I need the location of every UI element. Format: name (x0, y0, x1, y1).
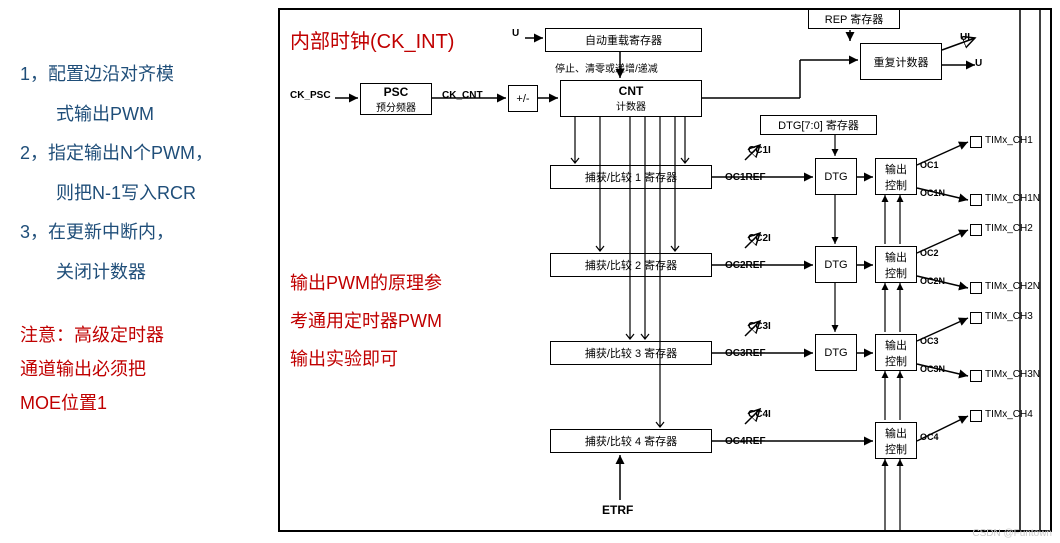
stop-label: 停止、清零或递增/递减 (555, 60, 658, 75)
psc-main: PSC (384, 85, 409, 99)
pm-label: +/- (516, 93, 529, 105)
oc1ref-label: OC1REF (725, 172, 766, 183)
cnt-box: CNT 计数器 (560, 80, 702, 117)
outctrl1-label: 输出 控制 (885, 161, 907, 193)
pin-ch3 (970, 312, 982, 324)
dtg2-box: DTG (815, 246, 857, 283)
arr-label: 自动重载寄存器 (585, 32, 662, 48)
ccr1-label: 捕获/比较 1 寄存器 (585, 169, 677, 185)
oc2-label: OC2 (920, 248, 939, 258)
pin-ch3n (970, 370, 982, 382)
pin-ch1n-label: TIMx_CH1N (985, 193, 1040, 204)
rep-cnt-label: 重复计数器 (874, 54, 929, 70)
note1-line1: 1，配置边沿对齐模 (20, 55, 260, 95)
ui-label: UI (960, 32, 970, 43)
ck-psc-label: CK_PSC (290, 90, 331, 101)
cnt-main: CNT (619, 84, 644, 98)
u-top-label: U (512, 28, 519, 39)
dtg-reg-box: DTG[7:0] 寄存器 (760, 115, 877, 135)
ccr1-box: 捕获/比较 1 寄存器 (550, 165, 712, 189)
pm-box: +/- (508, 85, 538, 112)
outctrl3-box: 输出 控制 (875, 334, 917, 371)
rep-label: REP 寄存器 (825, 11, 883, 27)
mid-l1: 输出PWM的原理参 (290, 265, 490, 303)
pin-ch1-label: TIMx_CH1 (985, 135, 1033, 146)
outctrl4-label: 输出 控制 (885, 425, 907, 457)
pin-ch3-label: TIMx_CH3 (985, 311, 1033, 322)
ck-cnt-label: CK_CNT (442, 90, 483, 101)
dtg2-label: DTG (824, 259, 847, 271)
cc2i-label: CC2I (748, 233, 771, 244)
mid-l2: 考通用定时器PWM (290, 303, 490, 341)
outctrl3-label: 输出 控制 (885, 337, 907, 369)
outctrl1-box: 输出 控制 (875, 158, 917, 195)
note2-line1b: 则把N-1写入RCR (20, 174, 260, 214)
ccr2-box: 捕获/比较 2 寄存器 (550, 253, 712, 277)
oc4-label: OC4 (920, 432, 939, 442)
psc-box: PSC 预分频器 (360, 83, 432, 115)
oc3ref-label: OC3REF (725, 348, 766, 359)
oc3-label: OC3 (920, 336, 939, 346)
oc1n-label: OC1N (920, 188, 945, 198)
arr-box: 自动重载寄存器 (545, 28, 702, 52)
note2-line1: 2，指定输出N个PWM， (20, 134, 260, 174)
rep-box: REP 寄存器 (808, 10, 900, 29)
ccr2-label: 捕获/比较 2 寄存器 (585, 257, 677, 273)
pin-ch3n-label: TIMx_CH3N (985, 369, 1040, 380)
etrf-label: ETRF (602, 503, 633, 517)
oc4ref-label: OC4REF (725, 436, 766, 447)
pin-ch2n (970, 282, 982, 294)
warning-note: 注意：高级定时器 通道输出必须把 MOE位置1 (20, 318, 260, 421)
pin-ch2-label: TIMx_CH2 (985, 223, 1033, 234)
note-blue: 1，配置边沿对齐模 式输出PWM 2，指定输出N个PWM， 则把N-1写入RCR… (20, 55, 260, 293)
ccr4-label: 捕获/比较 4 寄存器 (585, 433, 677, 449)
left-notes-panel: 1，配置边沿对齐模 式输出PWM 2，指定输出N个PWM， 则把N-1写入RCR… (20, 55, 260, 420)
pin-ch4-label: TIMx_CH4 (985, 409, 1033, 420)
outctrl2-label: 输出 控制 (885, 249, 907, 281)
dtg1-box: DTG (815, 158, 857, 195)
outctrl4-box: 输出 控制 (875, 422, 917, 459)
ccr3-box: 捕获/比较 3 寄存器 (550, 341, 712, 365)
cc3i-label: CC3I (748, 321, 771, 332)
title-ck-int: 内部时钟(CK_INT) (290, 25, 454, 54)
diagram-frame: 内部时钟(CK_INT) 输出PWM的原理参 考通用定时器PWM 输出实验即可 … (278, 8, 1052, 532)
pin-ch4 (970, 410, 982, 422)
watermark: CSDN @Funtown (972, 528, 1052, 539)
note3-line1: 3，在更新中断内， (20, 213, 260, 253)
ccr3-label: 捕获/比较 3 寄存器 (585, 345, 677, 361)
pin-ch1n (970, 194, 982, 206)
dtg-reg-label: DTG[7:0] 寄存器 (778, 117, 859, 133)
rep-cnt-box: 重复计数器 (860, 43, 942, 80)
u-right-label: U (975, 58, 982, 69)
dtg1-label: DTG (824, 171, 847, 183)
oc1-label: OC1 (920, 160, 939, 170)
cc1i-label: CC1I (748, 145, 771, 156)
warn-l3: MOE位置1 (20, 386, 260, 420)
psc-sub: 预分频器 (376, 99, 416, 114)
cc4i-label: CC4I (748, 409, 771, 420)
cnt-sub: 计数器 (616, 98, 646, 113)
pin-ch1 (970, 136, 982, 148)
mid-note: 输出PWM的原理参 考通用定时器PWM 输出实验即可 (290, 265, 490, 378)
note3-line1b: 关闭计数器 (20, 253, 260, 293)
dtg3-box: DTG (815, 334, 857, 371)
oc2n-label: OC2N (920, 276, 945, 286)
dtg3-label: DTG (824, 347, 847, 359)
oc3n-label: OC3N (920, 364, 945, 374)
oc2ref-label: OC2REF (725, 260, 766, 271)
ccr4-box: 捕获/比较 4 寄存器 (550, 429, 712, 453)
pin-ch2 (970, 224, 982, 236)
mid-l3: 输出实验即可 (290, 341, 490, 379)
note1-line1b: 式输出PWM (20, 95, 260, 135)
warn-l1: 注意：高级定时器 (20, 318, 260, 352)
pin-ch2n-label: TIMx_CH2N (985, 281, 1040, 292)
warn-l2: 通道输出必须把 (20, 352, 260, 386)
outctrl2-box: 输出 控制 (875, 246, 917, 283)
